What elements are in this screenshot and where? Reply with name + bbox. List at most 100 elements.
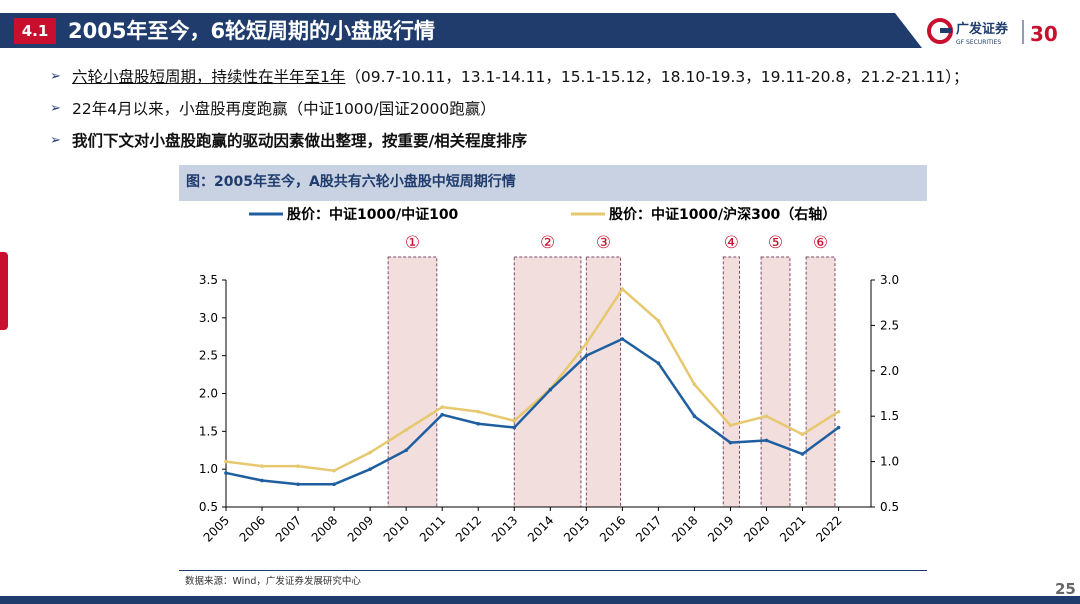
highlight-period-6 [805,256,836,508]
side-tab [0,252,8,330]
x-tick-label-15: 2020 [741,513,772,544]
left-tick-label-6: 3.5 [199,273,218,287]
period-label-1: ① [405,233,420,253]
left-tick-label-0: 0.5 [199,500,218,514]
series-2-point [224,459,228,464]
legend-label-1: 股价：中证1000/中证100 [287,206,459,223]
highlight-period-1 [387,256,438,508]
x-tick-label-2: 2007 [273,513,304,544]
series-2-point [476,409,481,414]
series-1-point [764,438,769,443]
highlight-period-4 [722,256,740,508]
series-2-point [764,414,769,418]
x-tick-label-10: 2015 [561,513,592,544]
logo-name: 广发证券 [956,21,1009,37]
logo-sub: GF SECURITIES [956,39,1001,46]
series-2-point [296,464,300,468]
series-1-point [656,361,661,366]
series-1-point [512,425,517,430]
bullet-text: 我们下文对小盘股跑赢的驱动因素做出整理，按重要/相关程度排序 [72,132,528,150]
arrow-bullet-icon: ➢ [50,101,61,116]
right-tick-label-4: 2.5 [880,318,899,332]
series-2-point [620,287,625,291]
series-1-point [296,482,300,487]
series-2-point [836,409,841,414]
x-tick-label-13: 2018 [669,513,700,544]
bullet-text: 六轮小盘股短周期，持续性在半年至1年 [72,68,346,86]
page-number: 25 [1055,580,1076,598]
series-1-point [728,440,733,445]
right-tick-label-3: 2.0 [880,364,899,378]
series-2-point [332,468,336,473]
x-tick-label-6: 2011 [417,513,448,544]
series-1-point [368,467,372,471]
series-2-point [800,432,805,437]
series-2-point [692,382,697,387]
period-label-6: ⑥ [813,233,828,253]
company-logo: 广发证券 GF SECURITIES 30 [927,18,1058,46]
x-tick-label-16: 2021 [777,513,808,544]
series-1-point [224,471,228,475]
right-tick-label-5: 3.0 [880,273,899,287]
series-1-point [548,387,553,392]
highlight-period-5 [760,256,791,508]
bullet-text: 22年4月以来，小盘股再度跑赢（中证1000/国证2000跑赢） [72,100,496,118]
series-1-point [332,482,336,487]
series-2-point [440,405,445,409]
section-number: 4.1 [14,18,56,44]
series-2-point [656,319,661,323]
legend-label-2: 股价：中证1000/沪深300（右轴） [609,206,836,223]
series-1-point [260,478,264,483]
series-line-2 [225,287,840,472]
series-1-point [620,337,625,341]
left-tick-label-4: 2.5 [199,349,218,363]
period-label-2: ② [540,233,555,253]
arrow-bullet-icon: ➢ [50,69,61,84]
series-line-1 [225,337,840,486]
x-tick-label-8: 2013 [489,513,520,544]
data-source: 数据来源：Wind，广发证券发展研究中心 [185,576,361,587]
footer-band [0,596,1080,604]
x-tick-label-11: 2016 [597,513,628,544]
logo-anniversary: 30 [1030,22,1058,46]
highlight-period-2 [513,256,582,508]
left-tick-label-3: 2.0 [199,387,218,401]
x-tick-label-5: 2010 [381,513,412,544]
header-bar [0,13,922,48]
left-tick-label-1: 1.0 [199,462,218,476]
series-2-point [728,423,733,428]
x-tick-label-12: 2017 [633,513,664,544]
left-tick-label-5: 3.0 [199,311,218,325]
series-1-point [476,421,481,426]
figure-title: 图：2005年至今，A股共有六轮小盘股中短周期行情 [186,174,516,190]
period-label-3: ③ [596,233,611,253]
bullet-tail: （09.7-10.11，13.1-14.11，15.1-15.12，18.10-… [345,68,969,86]
line-chart: ① ② ③ ④ ⑤ ⑥ 0.5 1.0 1.5 2.0 2.5 3.0 3.5 0.5 1.0 1.5 2.0 2… [199,206,899,545]
series-1-point [800,452,805,456]
left-tick-label-2: 1.5 [199,424,218,438]
series-1-point [440,412,445,417]
period-label-4: ④ [724,233,739,253]
series-2-point [584,341,589,346]
series-1-point [404,448,408,453]
period-label-5: ⑤ [768,233,783,253]
x-tick-label-9: 2014 [525,513,556,544]
series-1-point [836,425,841,430]
series-2-point [512,418,517,423]
x-tick-label-17: 2022 [813,513,844,544]
series-2-point [404,428,408,432]
page-title: 2005年至今，6轮短周期的小盘股行情 [68,19,436,43]
x-tick-label-14: 2019 [705,513,736,544]
arrow-bullet-icon: ➢ [50,133,61,148]
series-2-point [260,464,264,468]
figure-title-bar [179,165,927,201]
source-divider [179,570,927,571]
right-tick-label-0: 0.5 [880,500,899,514]
x-tick-label-1: 2006 [237,513,268,544]
series-2-point [368,450,372,455]
series-1-point [692,414,697,418]
x-tick-label-3: 2008 [309,513,340,544]
right-tick-label-2: 1.5 [880,409,899,423]
x-tick-label-4: 2009 [345,513,376,544]
x-tick-label-7: 2012 [453,513,484,544]
